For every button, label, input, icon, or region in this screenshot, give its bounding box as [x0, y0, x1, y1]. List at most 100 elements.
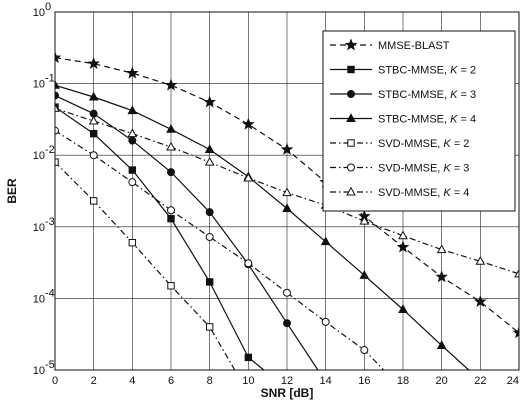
- series-line: [55, 161, 236, 370]
- data-point: [55, 158, 59, 166]
- data-point: [88, 115, 99, 125]
- data-point: [204, 144, 215, 154]
- data-point: [243, 172, 254, 182]
- data-point: [244, 353, 253, 362]
- legend-label: STBC-MMSE, K = 3: [378, 89, 476, 101]
- y-tick-exponent: -2: [45, 144, 55, 156]
- x-axis-label: SNR [dB]: [261, 386, 314, 400]
- data-point: [127, 128, 138, 138]
- series-3: [55, 79, 470, 370]
- series-4: [55, 158, 236, 370]
- data-point: [347, 90, 355, 98]
- legend-entry: SVD-MMSE, K = 3: [330, 163, 469, 175]
- data-point: [347, 163, 355, 172]
- data-point: [205, 208, 214, 217]
- y-tick-base: 10: [33, 79, 45, 91]
- legend-k-symbol: K: [450, 114, 458, 126]
- data-point: [242, 117, 255, 130]
- data-point: [436, 340, 447, 349]
- data-point: [167, 282, 175, 290]
- x-tick-label: 18: [397, 375, 409, 387]
- data-point: [359, 215, 370, 225]
- data-point: [55, 91, 59, 100]
- data-point: [282, 187, 292, 197]
- data-point: [128, 166, 137, 174]
- data-point: [398, 304, 408, 313]
- data-point: [435, 270, 448, 283]
- data-point: [280, 142, 294, 155]
- legend-label: SVD-MMSE, K = 3: [378, 163, 469, 175]
- x-tick-label: 4: [129, 375, 135, 387]
- legend-label: STBC-MMSE, K = 4: [378, 114, 476, 126]
- x-tick-label: 24: [507, 375, 519, 387]
- legend-k-symbol: K: [450, 89, 458, 101]
- legend-entry: SVD-MMSE, K = 4: [330, 186, 469, 199]
- legend-k-symbol: K: [443, 187, 451, 199]
- plot-frame: [54, 11, 520, 371]
- series-group: [55, 51, 519, 370]
- data-point: [166, 141, 176, 151]
- x-tick-label: 10: [242, 375, 254, 387]
- y-tick-base: 10: [33, 150, 45, 162]
- legend-k-symbol: K: [443, 138, 451, 150]
- x-tick-label: 8: [207, 375, 213, 387]
- data-point: [164, 78, 178, 91]
- x-tick-label: 12: [281, 375, 293, 387]
- data-point: [128, 178, 137, 187]
- data-point: [205, 323, 214, 331]
- legend-series-name: MMSE-BLAST: [378, 40, 450, 52]
- data-point: [283, 319, 291, 328]
- data-point: [87, 57, 100, 69]
- y-tick-label: 10 -3: [33, 216, 55, 234]
- legend-label: SVD-MMSE, K = 2: [378, 138, 469, 150]
- x-tick-label: 2: [91, 375, 97, 387]
- y-axis-label: BER: [5, 178, 19, 204]
- data-point: [283, 288, 291, 297]
- data-point: [205, 278, 214, 286]
- y-tick-base: 10: [33, 222, 45, 234]
- data-point: [347, 65, 355, 74]
- data-point: [167, 214, 175, 223]
- y-tick-base: 10: [33, 7, 45, 19]
- y-tick-label: 10 -4: [33, 287, 55, 305]
- data-point: [166, 124, 176, 133]
- legend-k-symbol: K: [450, 65, 458, 77]
- legend-series-name: STBC-MMSE,: [378, 114, 450, 126]
- legend-k-value: = 4: [457, 114, 476, 126]
- data-point: [203, 95, 216, 108]
- data-point: [204, 156, 215, 166]
- data-point: [346, 113, 356, 122]
- legend-series-name: SVD-MMSE,: [378, 187, 443, 199]
- legend-k-value: = 2: [451, 138, 470, 150]
- data-point: [359, 270, 370, 279]
- x-tick-labels: 0 2 4 6 8 10 12 14 16 18 20 22 24: [52, 375, 519, 387]
- legend-label: STBC-MMSE, K = 2: [378, 65, 476, 77]
- y-tick-label: 10 -2: [33, 144, 55, 162]
- legend-k-value: = 3: [457, 89, 476, 101]
- x-tick-label: 16: [358, 375, 370, 387]
- y-tick-base: 10: [33, 293, 45, 305]
- data-point: [514, 268, 519, 278]
- data-point: [396, 240, 410, 253]
- data-point: [128, 136, 137, 145]
- data-point: [127, 105, 138, 115]
- legend-entry: MMSE-BLAST: [330, 38, 450, 52]
- legend-entry: STBC-MMSE, K = 3: [330, 89, 476, 101]
- data-point: [167, 206, 175, 215]
- legend-entry: STBC-MMSE, K = 4: [330, 113, 476, 126]
- data-point: [167, 168, 175, 177]
- data-point: [55, 51, 62, 64]
- data-point: [205, 233, 214, 242]
- data-point: [128, 238, 137, 247]
- data-point: [436, 244, 447, 254]
- y-tick-label: 10 -1: [33, 73, 55, 91]
- data-point: [282, 203, 292, 213]
- legend-series-name: SVD-MMSE,: [378, 163, 443, 175]
- data-point: [89, 151, 98, 160]
- legend-series-name: STBC-MMSE,: [378, 65, 450, 77]
- data-point: [512, 326, 519, 339]
- legend-series-name: STBC-MMSE,: [378, 89, 450, 101]
- legend-k-value: = 2: [457, 65, 476, 77]
